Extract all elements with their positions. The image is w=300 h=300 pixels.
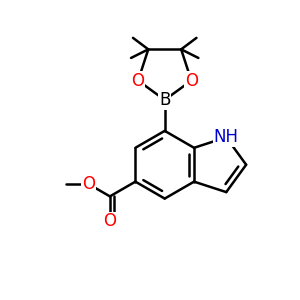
Text: O: O xyxy=(103,212,116,230)
Text: O: O xyxy=(132,72,145,90)
Text: B: B xyxy=(159,91,170,109)
Text: O: O xyxy=(185,72,198,90)
Text: O: O xyxy=(82,175,95,193)
Text: NH: NH xyxy=(214,128,239,146)
